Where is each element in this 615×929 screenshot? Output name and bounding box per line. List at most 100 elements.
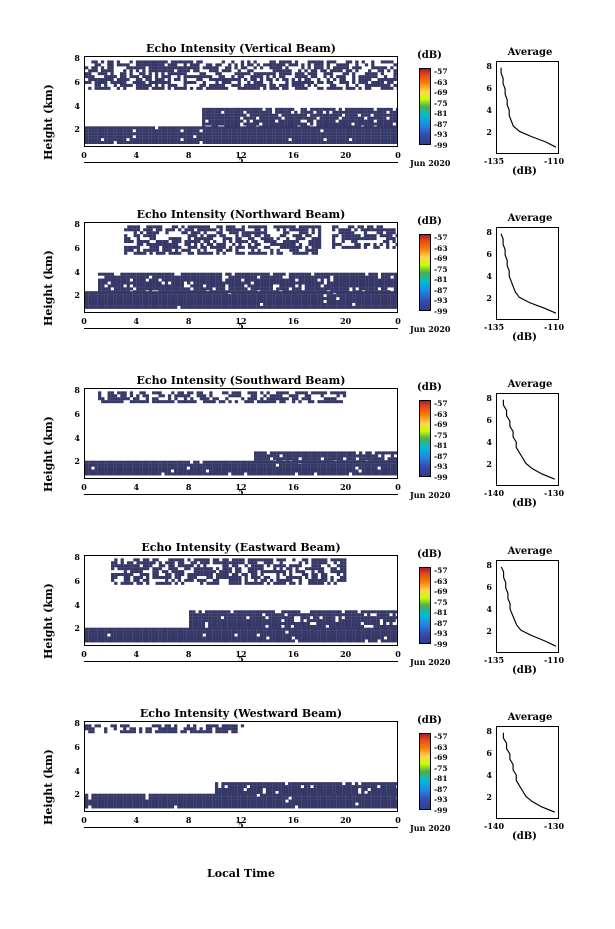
heatmap-cell bbox=[269, 287, 273, 291]
heatmap-cell bbox=[85, 80, 89, 84]
heatmap-cell bbox=[94, 69, 98, 73]
heatmap-cell bbox=[136, 287, 140, 291]
heatmap-cell bbox=[354, 237, 358, 241]
heatmap-cell bbox=[158, 305, 162, 309]
heatmap-cell bbox=[208, 110, 212, 114]
heatmap-cell bbox=[288, 290, 293, 294]
heatmap-cell bbox=[237, 391, 242, 395]
heatmap-cell bbox=[310, 60, 315, 64]
heatmap-cell bbox=[249, 116, 253, 120]
heatmap-cell bbox=[221, 107, 225, 111]
heatmap-cell bbox=[259, 80, 264, 84]
heatmap-cell bbox=[326, 466, 330, 470]
heatmap-cell bbox=[361, 275, 366, 279]
heatmap-cell bbox=[174, 278, 178, 282]
heatmap-cell bbox=[367, 86, 372, 90]
heatmap-cell bbox=[368, 278, 372, 282]
heatmap-cell bbox=[338, 622, 342, 626]
heatmap-cell bbox=[241, 231, 245, 235]
heatmap-cell bbox=[259, 116, 263, 120]
heatmap-cell bbox=[107, 466, 111, 470]
heatmap-cell bbox=[123, 132, 127, 136]
heatmap-cell bbox=[228, 231, 233, 235]
heatmap-cell bbox=[94, 302, 98, 306]
heatmap-cell bbox=[119, 466, 124, 470]
heatmap-cell bbox=[98, 397, 102, 401]
heatmap-cell bbox=[294, 122, 298, 126]
heatmap-cell bbox=[136, 275, 140, 279]
heatmap-cell bbox=[167, 305, 171, 309]
heatmap-cell bbox=[213, 245, 217, 249]
heatmap-cell bbox=[204, 619, 209, 623]
heatmap-cell bbox=[167, 132, 171, 136]
heatmap-cell bbox=[358, 639, 362, 643]
heatmap-cell bbox=[292, 242, 296, 246]
heatmap-cell bbox=[380, 633, 384, 637]
heatmap-cell bbox=[180, 66, 184, 70]
heatmap-cell bbox=[136, 251, 141, 255]
heatmap-cell bbox=[335, 122, 339, 126]
heatmap-cell bbox=[132, 463, 136, 467]
heatmap-cell bbox=[151, 463, 156, 467]
heatmap-cell bbox=[167, 284, 172, 288]
heatmap-cell bbox=[329, 630, 334, 634]
heatmap-cell bbox=[282, 132, 286, 136]
heatmap-cell bbox=[250, 469, 254, 473]
heatmap-cell bbox=[209, 627, 213, 631]
heatmap-cell bbox=[266, 78, 270, 82]
heatmap-cell bbox=[186, 60, 191, 64]
heatmap-cell bbox=[260, 225, 264, 229]
heatmap-cell bbox=[203, 228, 207, 232]
heatmap-cell bbox=[113, 394, 118, 398]
heatmap-cell bbox=[126, 305, 130, 309]
heatmap-cell bbox=[314, 245, 319, 249]
heatmap-cell bbox=[291, 639, 295, 643]
heatmap-cell bbox=[193, 75, 197, 79]
heatmap-cell bbox=[211, 610, 215, 614]
heatmap-cell bbox=[314, 284, 318, 288]
heatmap-cell bbox=[225, 248, 230, 252]
heatmap-cell bbox=[202, 636, 206, 640]
heatmap-cell bbox=[307, 66, 311, 70]
heatmap-cell bbox=[158, 141, 162, 145]
heatmap-cell bbox=[329, 83, 334, 87]
x-tick-label: 0 bbox=[81, 150, 87, 160]
heatmap-cell bbox=[342, 141, 346, 145]
heatmap-cell bbox=[301, 294, 305, 298]
heatmap-cell bbox=[332, 113, 336, 117]
heatmap-cell bbox=[206, 400, 210, 404]
heatmap-cell bbox=[249, 622, 253, 626]
average-y-tick-label: 2 bbox=[486, 459, 492, 470]
heatmap-cell bbox=[298, 72, 302, 76]
heatmap-cell bbox=[376, 107, 381, 111]
heatmap-cell bbox=[129, 472, 133, 476]
heatmap-cell bbox=[367, 138, 372, 142]
heatmap-cell bbox=[380, 80, 384, 84]
heatmap-cell bbox=[383, 107, 387, 111]
heatmap-cell bbox=[304, 141, 308, 145]
heatmap-cell bbox=[209, 83, 213, 87]
heatmap-cell bbox=[228, 294, 232, 298]
heatmap-cell bbox=[373, 234, 377, 238]
heatmap-cell bbox=[325, 613, 330, 617]
heatmap-cell bbox=[348, 299, 353, 304]
y-tick-label: 2 bbox=[74, 290, 80, 301]
heatmap-cell bbox=[268, 610, 272, 614]
heatmap-cell bbox=[142, 132, 146, 136]
heatmap-cell bbox=[301, 305, 305, 309]
heatmap-cell bbox=[104, 86, 108, 90]
heatmap-cell bbox=[351, 110, 355, 114]
heatmap-cell bbox=[303, 116, 307, 120]
heatmap-cell bbox=[364, 129, 369, 133]
heatmap-cell bbox=[231, 302, 235, 306]
heatmap-cell bbox=[390, 305, 394, 309]
heatmap-cell bbox=[250, 630, 254, 634]
heatmap-cell bbox=[170, 83, 175, 87]
heatmap-cell bbox=[165, 231, 169, 235]
heatmap-cell bbox=[234, 290, 239, 294]
heatmap-cell bbox=[183, 305, 187, 309]
heatmap-cell bbox=[224, 297, 229, 301]
heatmap-cell bbox=[180, 297, 184, 301]
heatmap-cell bbox=[250, 69, 254, 73]
heatmap-cell bbox=[301, 80, 305, 84]
